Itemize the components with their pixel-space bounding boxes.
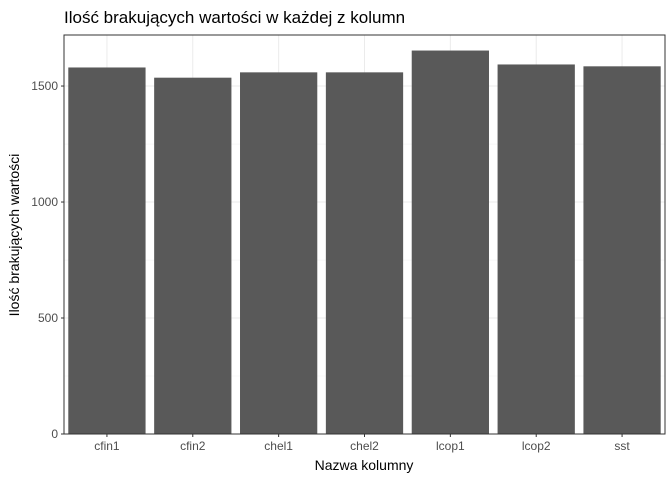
plot-panel: 0 500 1000 1500 cfin1 cfin2 chel1 chel2 lcop1 lco… — [31, 34, 666, 453]
bar-chel2 — [325, 72, 404, 434]
x-tick-label: chel1 — [264, 439, 293, 453]
x-tick-label: cfin1 — [94, 439, 120, 453]
bar-cfin2 — [154, 77, 232, 435]
y-axis-title: Ilość brakujących wartości — [6, 154, 22, 317]
bar-lcop2 — [497, 64, 575, 434]
bar-cfin1 — [68, 67, 146, 434]
x-tick-label: lcop1 — [436, 439, 465, 453]
x-tick-label: lcop2 — [522, 439, 551, 453]
y-tick-label: 1500 — [31, 79, 58, 93]
x-tick-label: cfin2 — [180, 439, 206, 453]
x-axis-title: Nazwa kolumny — [315, 457, 414, 473]
bar-lcop1 — [411, 50, 489, 434]
bar-sst — [583, 66, 661, 434]
x-tick-label: chel2 — [350, 439, 379, 453]
chart-title: Ilość brakujących wartości w każdej z ko… — [64, 8, 405, 27]
x-tick-label: sst — [614, 439, 630, 453]
panel-border — [63, 34, 666, 435]
y-tick-label: 0 — [51, 427, 58, 441]
y-tick-label: 1000 — [31, 195, 58, 209]
y-tick-label: 500 — [38, 311, 58, 325]
bar-chel1 — [240, 72, 318, 434]
